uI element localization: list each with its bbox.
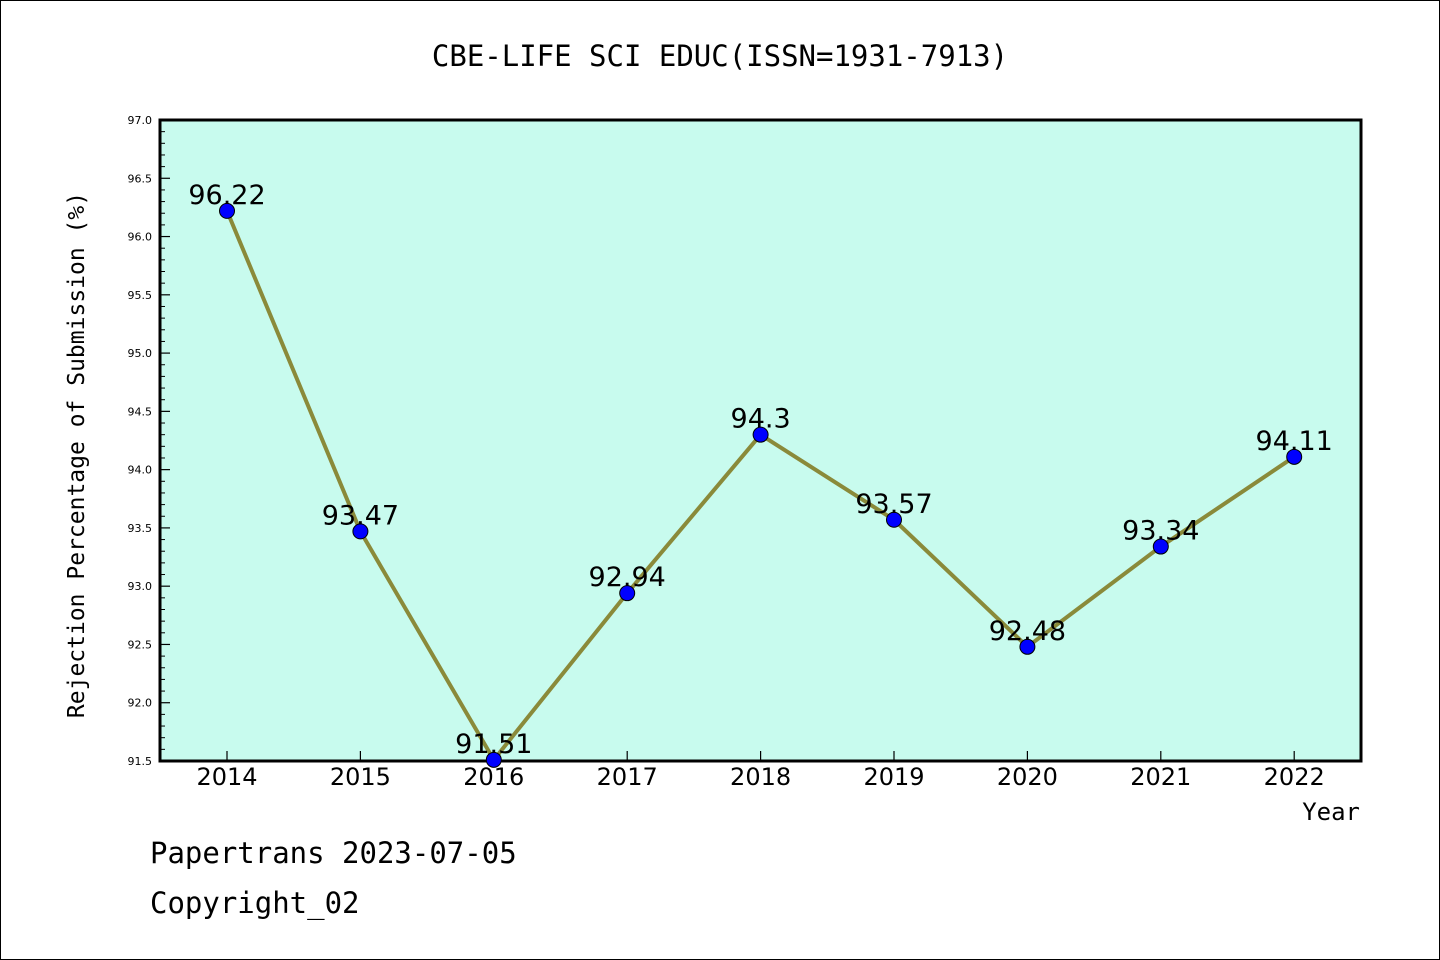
- y-axis-label: Rejection Percentage of Submission (%): [64, 192, 90, 718]
- data-point: [1286, 448, 1303, 465]
- chart-title: CBE-LIFE SCI EDUC(ISSN=1931-7913): [432, 39, 1008, 73]
- data-point: [886, 511, 902, 528]
- data-label: 96.22: [188, 180, 265, 211]
- y-tick-label: 92.5: [128, 638, 153, 651]
- x-tick-label: 2021: [1130, 763, 1191, 791]
- data-point: [352, 523, 369, 540]
- footer-copyright-text: Copyright_02: [150, 886, 360, 920]
- data-label: 94.3: [731, 404, 791, 435]
- y-tick-label: 91.5: [128, 755, 153, 768]
- data-point: [1152, 538, 1169, 555]
- x-tick-label: 2019: [863, 763, 924, 791]
- data-label: 93.57: [855, 489, 932, 520]
- data-markers: [219, 202, 1303, 768]
- y-tick-label: 93.0: [128, 580, 153, 593]
- data-label: 93.34: [1122, 516, 1199, 547]
- y-tick-label: 93.5: [128, 522, 153, 535]
- x-tick-label: 2018: [730, 763, 791, 791]
- data-point: [1019, 638, 1036, 655]
- y-tick-label: 96.0: [128, 231, 153, 244]
- data-point: [485, 751, 502, 768]
- x-axis-label: Year: [1302, 798, 1360, 826]
- y-tick-label: 95.5: [128, 289, 153, 302]
- footer-date-text: Papertrans 2023-07-05: [150, 836, 517, 870]
- x-tick-label: 2017: [597, 763, 658, 791]
- y-tick-label: 94.0: [128, 464, 153, 477]
- data-label: 93.47: [322, 500, 399, 531]
- data-point: [752, 426, 769, 443]
- data-label: 92.48: [989, 616, 1066, 647]
- y-tick-label: 94.5: [128, 405, 153, 418]
- y-tick-label: 97.0: [128, 114, 153, 127]
- y-tick-label: 96.5: [128, 172, 153, 185]
- x-tick-label: 2015: [330, 763, 391, 791]
- data-label: 94.11: [1256, 426, 1333, 457]
- x-tick-label: 2014: [196, 763, 257, 791]
- y-tick-label: 92.0: [128, 697, 153, 710]
- data-point: [619, 585, 636, 602]
- x-tick-label: 2020: [997, 763, 1058, 791]
- data-label: 92.94: [589, 562, 666, 593]
- y-tick-label: 95.0: [128, 347, 153, 360]
- x-tick-label: 2022: [1264, 763, 1325, 791]
- data-point: [219, 202, 235, 219]
- data-labels: 96.22 93.47 91.51 92.94 94.3 93.57 92.48 93.34 9…: [188, 180, 1332, 760]
- y-axis: 91.5 92.0 92.5 93.0 93.5 94.0 94.5 95.0 95.5 96.0…: [128, 114, 170, 768]
- data-label: 91.51: [455, 729, 532, 760]
